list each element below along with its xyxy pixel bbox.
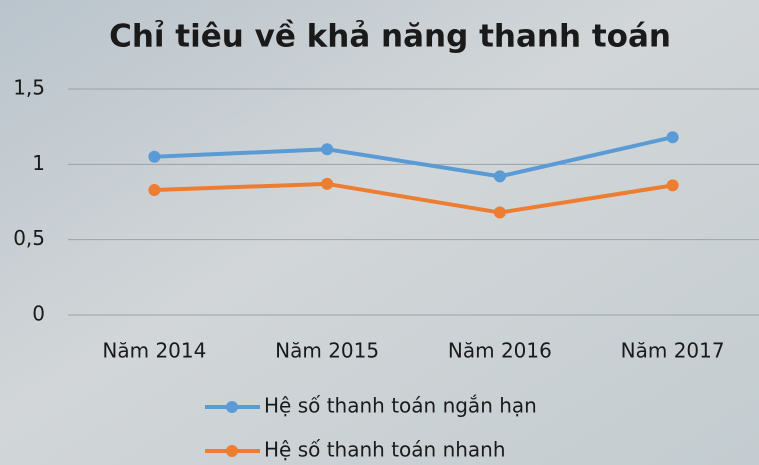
legend-label: Hệ số thanh toán nhanh [264, 438, 506, 462]
y-tick-label: 0 [32, 302, 45, 326]
x-tick-label: Năm 2015 [275, 339, 379, 363]
point [493, 170, 506, 183]
point [493, 206, 506, 219]
y-tick-label: 1 [32, 151, 45, 175]
legend-marker [226, 445, 238, 457]
x-tick-label: Năm 2014 [102, 339, 206, 363]
legend-label: Hệ số thanh toán ngắn hạn [264, 394, 537, 418]
legend-marker [226, 401, 238, 413]
point [148, 183, 161, 196]
x-tick-label: Năm 2016 [448, 339, 552, 363]
x-tick-label: Năm 2017 [621, 339, 725, 363]
point [666, 131, 679, 144]
series-line [154, 135, 674, 179]
series-line [154, 181, 673, 215]
y-tick-label: 0,5 [13, 226, 45, 250]
point [321, 177, 334, 190]
point [321, 143, 334, 156]
y-tick-label: 1,5 [13, 76, 45, 100]
point [666, 179, 679, 192]
chart-title: Chỉ tiêu về khả năng thanh toán [109, 19, 671, 55]
point [148, 150, 161, 163]
